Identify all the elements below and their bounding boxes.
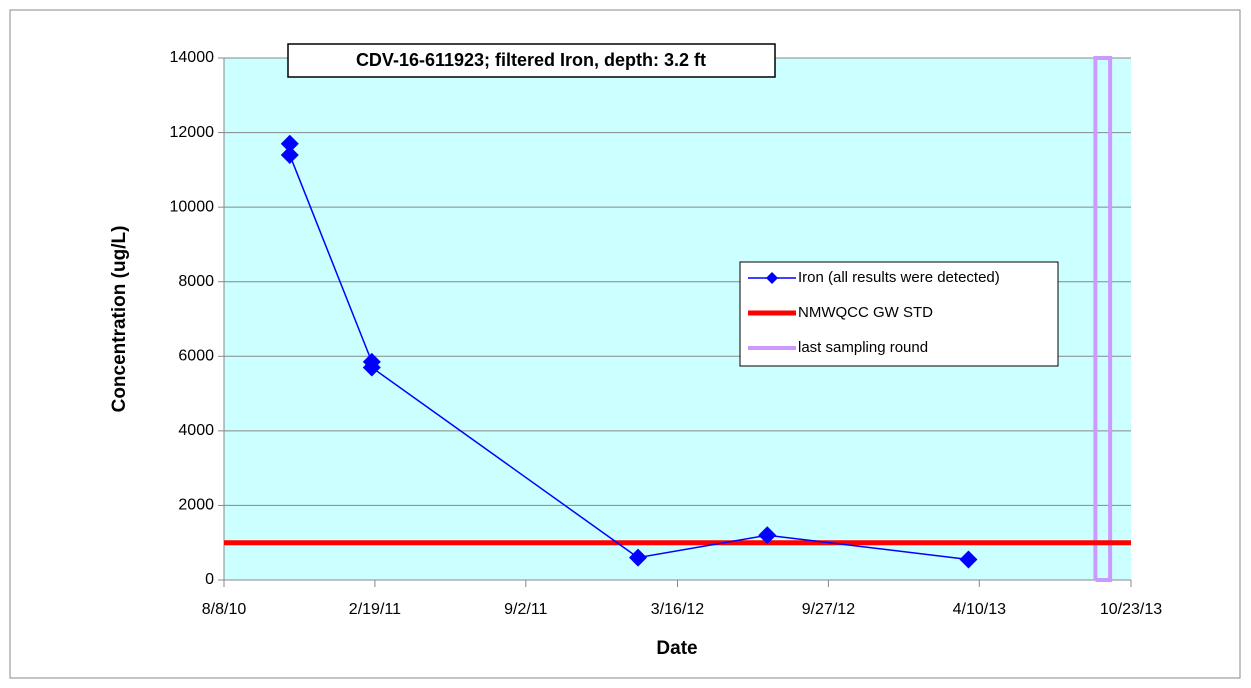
title-box [287, 43, 776, 78]
y-tick-label: 8000 [178, 273, 214, 290]
x-tick-label: 2/19/11 [349, 601, 401, 618]
x-tick-label: 4/10/13 [953, 601, 1006, 618]
y-tick-label: 0 [205, 571, 214, 588]
legend-label: Iron (all results were detected) [798, 269, 1000, 286]
data-point [629, 548, 648, 567]
data-point [758, 526, 777, 545]
chart-title: CDV-16-611923; filtered Iron, depth: 3.2… [356, 50, 706, 70]
y-tick-label: 4000 [178, 422, 214, 439]
data-point [280, 145, 299, 164]
y-tick-label: 6000 [178, 348, 214, 365]
series-line [1093, 56, 1113, 582]
y-tick-label: 2000 [178, 497, 214, 514]
y-tick-label: 12000 [170, 124, 215, 141]
legend-label: last sampling round [798, 339, 928, 356]
legend-label: NMWQCC GW STD [798, 304, 933, 321]
x-tick-label: 8/8/10 [202, 601, 247, 618]
legend-marker [766, 272, 778, 284]
x-tick-label: 10/23/13 [1100, 601, 1162, 618]
x-axis-label: Date [656, 638, 697, 659]
y-axis-label: Concentration (ug/L) [109, 226, 130, 413]
x-tick-label: 9/2/11 [504, 601, 547, 618]
y-tick-label: 10000 [170, 198, 215, 215]
x-tick-label: 3/16/12 [651, 601, 704, 618]
data-point [362, 358, 381, 377]
y-tick-label: 14000 [170, 49, 215, 66]
data-point [280, 134, 299, 153]
data-point [959, 550, 978, 569]
x-tick-label: 9/27/12 [802, 601, 855, 618]
